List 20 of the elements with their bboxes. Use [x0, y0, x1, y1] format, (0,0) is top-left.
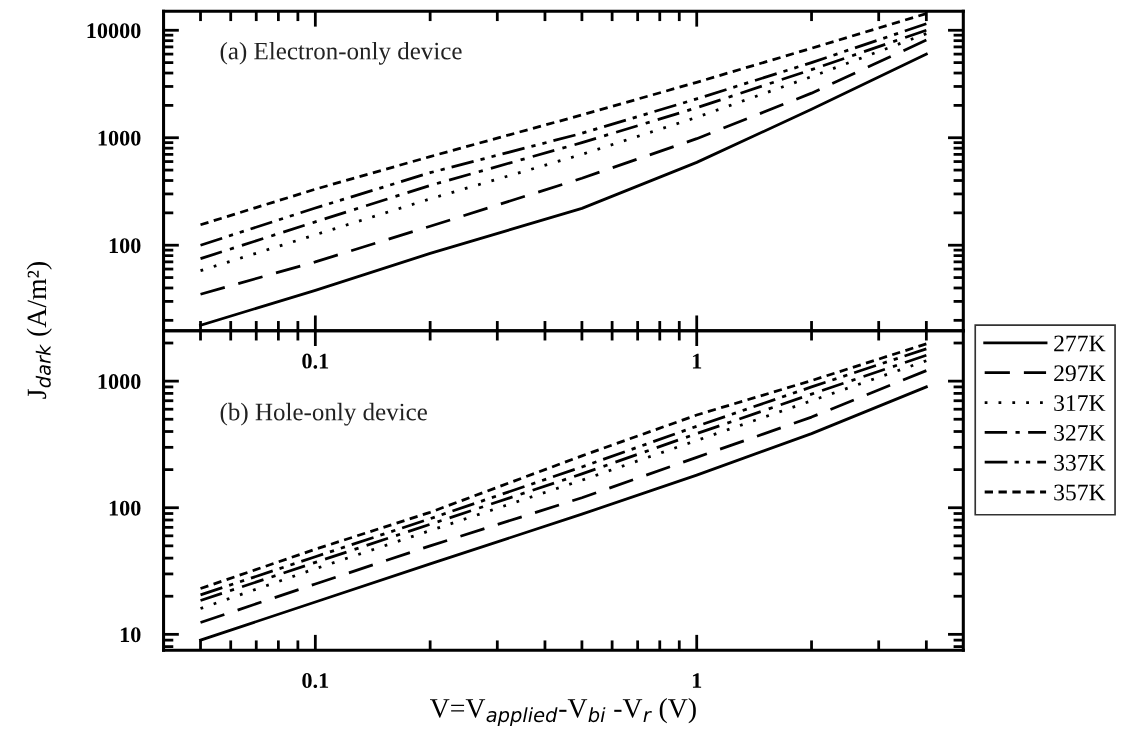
y-tick-label: 1000 — [98, 374, 141, 390]
legend-label: 357K — [1054, 484, 1106, 501]
y-tick-label: 1000 — [98, 130, 141, 146]
y-tick-label: 10000 — [87, 23, 141, 39]
y-tick-label: 100 — [109, 238, 141, 254]
legend-label: 327K — [1054, 424, 1106, 441]
legend-label: 317K — [1054, 395, 1106, 412]
x-tick-label: 0.1 — [302, 353, 329, 369]
x-tick-label: 1 — [692, 353, 702, 369]
x-tick-label: 0.1 — [302, 673, 329, 689]
y-axis-title: J$_{dark}$ (A/m²) — [26, 262, 52, 399]
x-axis-title: V=V$_{applied}$-V$_{bi}$ -V$_{r}$ (V) — [430, 698, 696, 726]
annotation: (a) Electron-only device — [220, 41, 462, 65]
legend-label: 277K — [1054, 335, 1106, 352]
annotation: (b) Hole-only device — [220, 402, 427, 426]
y-tick-label: 10 — [120, 627, 141, 643]
legend-label: 337K — [1054, 454, 1106, 471]
legend-label: 297K — [1054, 365, 1106, 382]
y-tick-label: 100 — [109, 500, 141, 516]
x-tick-label: 1 — [692, 673, 702, 688]
